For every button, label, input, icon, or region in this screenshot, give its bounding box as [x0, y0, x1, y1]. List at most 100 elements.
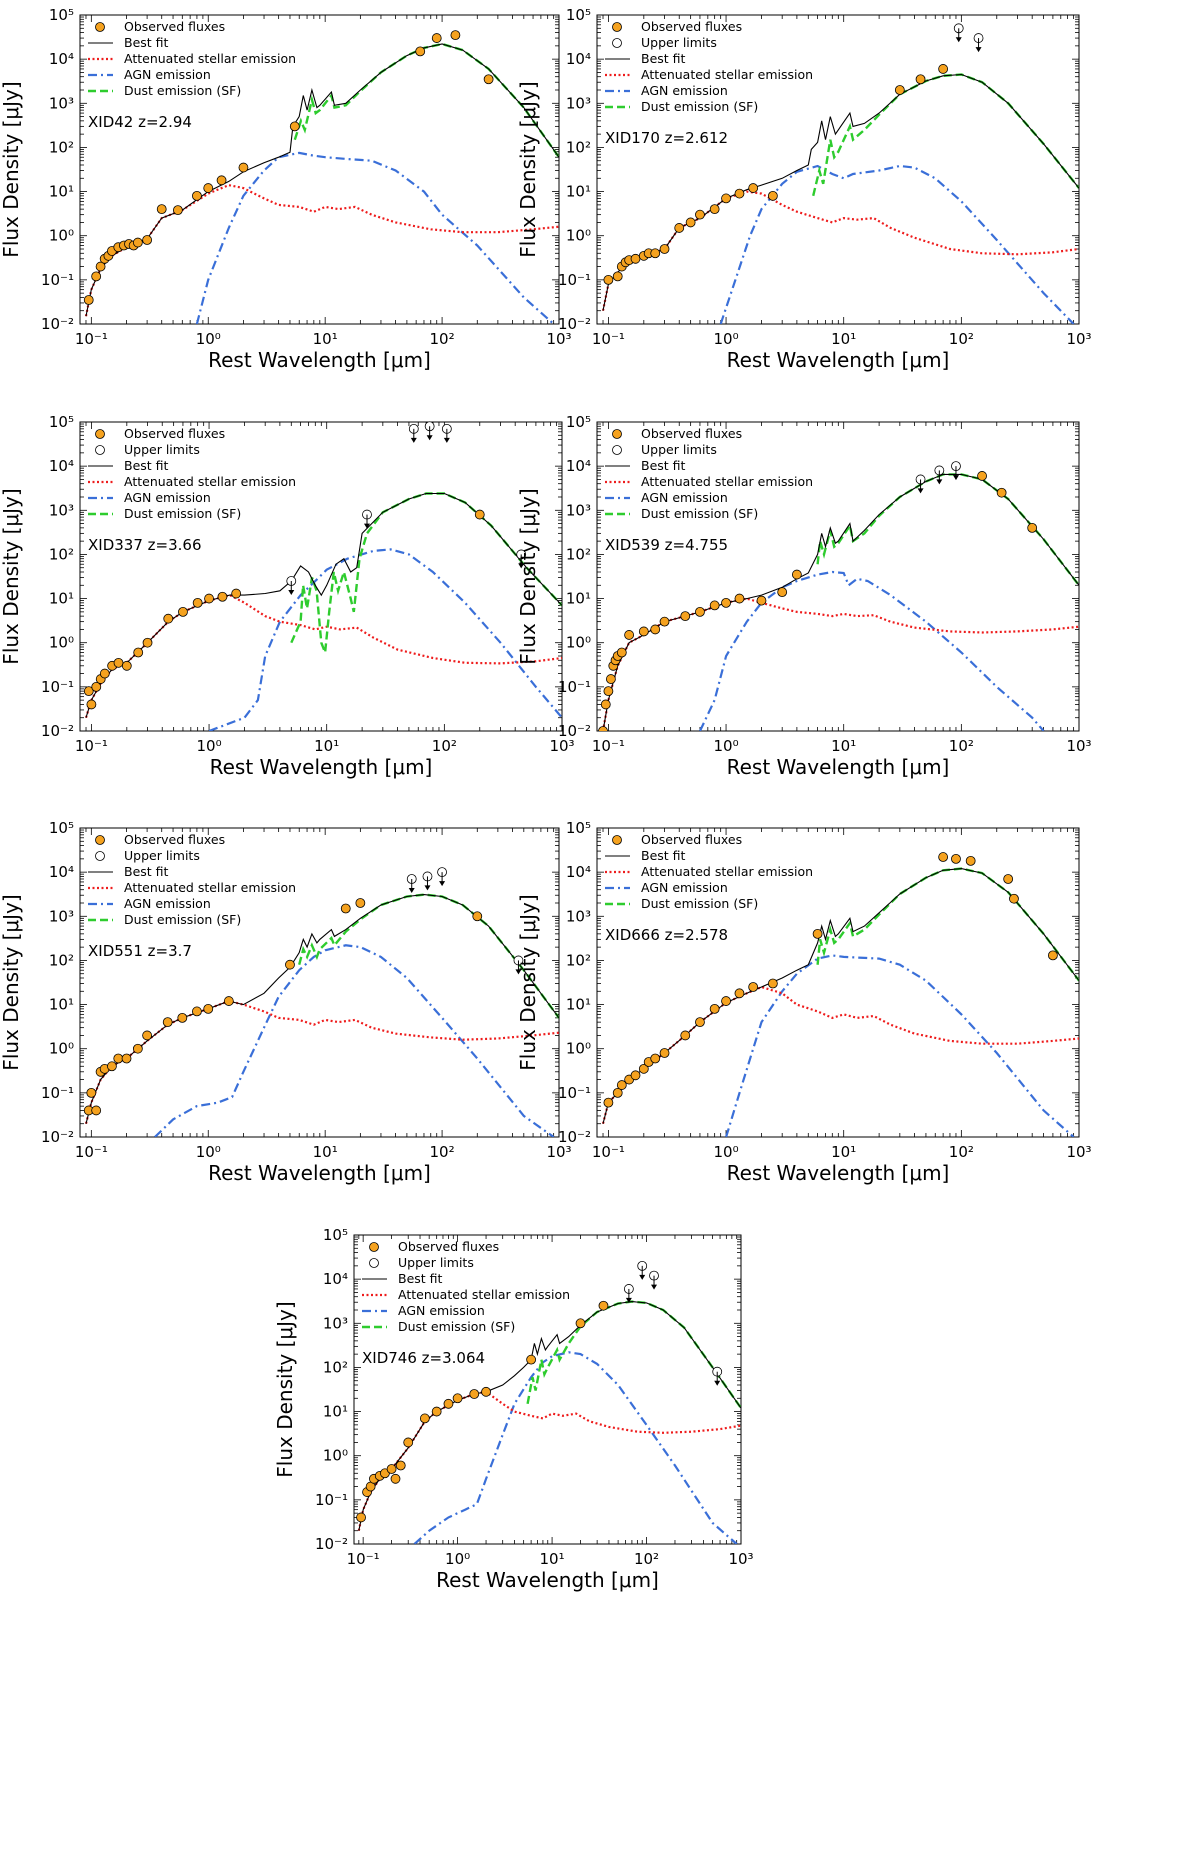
observed-points — [603, 852, 1058, 1108]
legend-entry-stellar: Attenuated stellar emission — [362, 1287, 570, 1302]
observed-flux-point — [603, 1097, 614, 1108]
legend-entry-agn: AGN emission — [362, 1303, 485, 1318]
x-tick-label: 10¹ — [831, 1143, 856, 1161]
x-tick-label: 10⁻¹ — [75, 330, 108, 348]
y-tick-label: 10⁰ — [49, 227, 74, 245]
observed-points — [603, 64, 949, 285]
observed-flux-point — [172, 205, 183, 216]
x-axis-label: Rest Wavelength [μm] — [727, 755, 950, 779]
legend-entry-observed: Observed fluxes — [369, 1239, 499, 1254]
y-tick-label: 10³ — [49, 94, 74, 112]
legend-label: Upper limits — [398, 1255, 474, 1270]
observed-flux-point — [680, 1030, 691, 1041]
panel-source-label: XID337 z=3.66 — [88, 536, 202, 554]
observed-flux-point — [638, 1063, 649, 1074]
observed-flux-point — [812, 928, 823, 939]
observed-flux-point — [721, 597, 731, 608]
y-tick-label: 10⁴ — [566, 457, 591, 475]
observed-flux-point — [192, 190, 202, 201]
observed-flux-point — [238, 162, 249, 173]
observed-flux-point — [674, 223, 685, 233]
legend-entry-stellar: Attenuated stellar emission — [88, 51, 296, 66]
legend-entry-observed: Observed fluxes — [95, 426, 225, 441]
legend-label: AGN emission — [124, 67, 211, 82]
observed-points — [598, 471, 1038, 731]
observed-flux-point — [791, 569, 802, 580]
x-tick-label: 10² — [634, 1550, 659, 1568]
legend-upper-marker — [612, 38, 622, 48]
legend-label: Best fit — [641, 458, 686, 473]
legend-label: AGN emission — [398, 1303, 485, 1318]
y-tick-label: 10² — [566, 951, 591, 969]
observed-flux-point — [156, 204, 167, 215]
y-tick-label: 10¹ — [566, 996, 591, 1014]
y-axis-label: Flux Density [μJy] — [516, 81, 540, 257]
legend-label: Dust emission (SF) — [398, 1319, 515, 1334]
legend-label: Observed fluxes — [398, 1239, 499, 1254]
observed-flux-point — [659, 616, 670, 627]
y-axis-label: Flux Density [μJy] — [516, 488, 540, 664]
observed-flux-point — [107, 1061, 117, 1072]
x-tick-label: 10⁰ — [713, 330, 738, 348]
observed-flux-point — [721, 193, 731, 204]
observed-flux-point — [472, 911, 483, 922]
y-tick-label: 10⁵ — [49, 819, 74, 837]
observed-flux-point — [192, 1006, 202, 1017]
observed-flux-point — [603, 274, 614, 285]
plot-frame — [79, 827, 560, 1138]
legend-entry-dust: Dust emission (SF) — [362, 1319, 515, 1334]
legend-entry-dust: Dust emission (SF) — [605, 896, 758, 911]
y-tick-label: 10⁻¹ — [558, 1084, 591, 1102]
observed-flux-point — [734, 188, 745, 199]
agn-emission-line — [719, 164, 1075, 324]
legend-upper-marker — [369, 1258, 379, 1268]
observed-flux-point — [695, 209, 705, 220]
legend-entry-stellar: Attenuated stellar emission — [605, 864, 813, 879]
y-tick-label: 10³ — [49, 907, 74, 925]
agn-emission-line — [699, 570, 1045, 731]
x-tick-label: 10² — [949, 330, 974, 348]
y-tick-label: 10⁴ — [323, 1270, 348, 1288]
legend-entry-observed: Observed fluxes — [95, 832, 225, 847]
legend-entry-best: Best fit — [362, 1271, 443, 1286]
legend-label: Attenuated stellar emission — [124, 474, 296, 489]
y-tick-label: 10⁻¹ — [41, 271, 74, 289]
legend-observed-marker — [95, 835, 105, 845]
observed-flux-point — [575, 1318, 586, 1329]
y-tick-label: 10³ — [49, 501, 74, 519]
observed-flux-point — [452, 1393, 463, 1404]
observed-flux-point — [605, 674, 616, 684]
legend-entry-observed: Observed fluxes — [612, 832, 742, 847]
upper-limit-arrowhead — [955, 37, 962, 43]
observed-flux-point — [695, 1017, 705, 1028]
legend-entry-agn: AGN emission — [605, 83, 728, 98]
observed-flux-point — [162, 1017, 173, 1028]
legend-label: AGN emission — [124, 490, 211, 505]
y-tick-label: 10⁻² — [41, 1128, 74, 1146]
observed-flux-point — [734, 988, 745, 999]
legend-observed-marker — [612, 22, 622, 32]
stellar-emission-line — [84, 593, 562, 719]
y-tick-label: 10² — [323, 1358, 348, 1376]
observed-flux-point — [132, 237, 143, 248]
x-tick-label: 10¹ — [313, 330, 338, 348]
observed-flux-point — [709, 204, 720, 215]
x-tick-label: 10¹ — [540, 1550, 565, 1568]
x-tick-label: 10³ — [1066, 737, 1091, 755]
observed-flux-point — [86, 1087, 97, 1098]
observed-flux-point — [285, 959, 295, 970]
observed-points — [83, 509, 485, 710]
legend-entry-upper: Upper limits — [95, 848, 200, 863]
y-tick-label: 10⁻² — [41, 315, 74, 333]
observed-flux-point — [223, 996, 234, 1006]
upper-limit-arrowhead — [363, 523, 370, 529]
observed-flux-point — [431, 1406, 442, 1417]
observed-flux-point — [612, 1087, 623, 1098]
observed-flux-point — [650, 1053, 661, 1064]
plot-frame — [596, 421, 1080, 732]
upper-limit-arrowhead — [625, 1297, 632, 1303]
panel-source-label: XID170 z=2.612 — [605, 129, 728, 147]
x-tick-label: 10² — [949, 1143, 974, 1161]
legend-entry-best: Best fit — [605, 51, 686, 66]
legend-entry-best: Best fit — [88, 35, 169, 50]
